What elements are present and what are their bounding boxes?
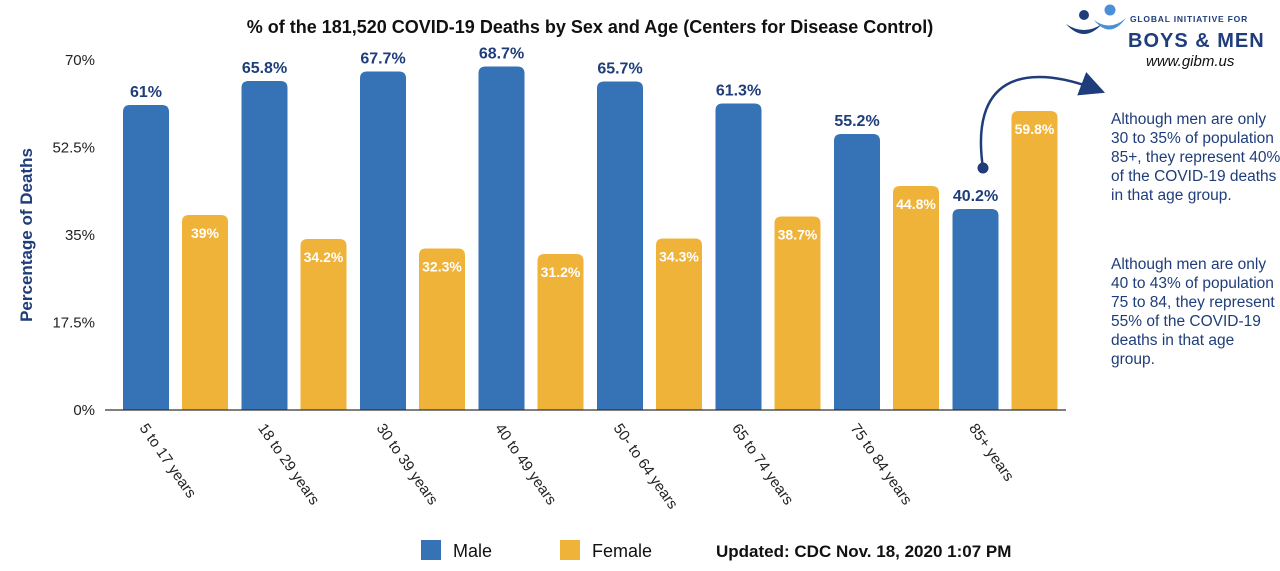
annotation-note-85plus: Although men are only 30 to 35% of popul… bbox=[1111, 111, 1280, 204]
legend-label-female: Female bbox=[592, 541, 652, 561]
data-label-male: 65.8% bbox=[242, 60, 287, 77]
bar-labels: 61% 39% 65.8% 34.2% 67.7% 32.3% 68.7% 31.2% 65.7… bbox=[130, 46, 1055, 281]
legend-swatch-female bbox=[560, 540, 580, 560]
data-label-female: 31.2% bbox=[541, 264, 581, 280]
annotation-dot bbox=[977, 162, 989, 174]
updated-note: Updated: CDC Nov. 18, 2020 1:07 PM bbox=[716, 542, 1011, 561]
y-tick-label: 52.5% bbox=[52, 140, 95, 157]
bar-female bbox=[893, 186, 939, 410]
data-label-male: 67.7% bbox=[360, 51, 405, 68]
bar-female bbox=[774, 216, 821, 410]
bar-female bbox=[300, 239, 347, 410]
x-axis-ticks: 5 to 17 years 18 to 29 years 30 to 39 year… bbox=[136, 421, 1017, 513]
data-label-male: 61.3% bbox=[716, 83, 761, 100]
y-tick-label: 70% bbox=[65, 52, 95, 69]
x-tick-label: 5 to 17 years bbox=[136, 421, 200, 502]
bar-male bbox=[834, 134, 880, 410]
bar-female bbox=[1011, 111, 1058, 410]
logo-line2: BOYS & MEN bbox=[1128, 30, 1265, 52]
data-label-female: 34.2% bbox=[304, 249, 344, 265]
bars bbox=[123, 66, 1058, 410]
legend-label-male: Male bbox=[453, 541, 492, 561]
y-tick-label: 17.5% bbox=[52, 315, 95, 332]
data-label-male: 40.2% bbox=[953, 188, 998, 205]
bar-female bbox=[656, 238, 702, 410]
bar-male bbox=[360, 71, 406, 410]
data-label-female: 44.8% bbox=[896, 196, 936, 212]
logo-figures-icon bbox=[1066, 4, 1126, 34]
bar-male bbox=[952, 209, 999, 410]
data-label-female: 59.8% bbox=[1015, 121, 1055, 137]
bar-male bbox=[241, 81, 288, 410]
x-tick-label: 85+ years bbox=[965, 421, 1017, 485]
data-label-female: 32.3% bbox=[422, 259, 462, 275]
x-tick-label: 75 to 84 years bbox=[847, 421, 915, 509]
x-tick-label: 65 to 74 years bbox=[728, 421, 796, 509]
y-axis-ticks: 0% 17.5% 35% 52.5% 70% bbox=[52, 52, 95, 419]
y-tick-label: 0% bbox=[73, 402, 95, 419]
bar-male bbox=[715, 103, 762, 410]
legend-swatch-male bbox=[421, 540, 441, 560]
chart-title: % of the 181,520 COVID-19 Deaths by Sex … bbox=[247, 17, 934, 37]
x-tick-label: 40 to 49 years bbox=[491, 421, 559, 509]
annotation-arrow bbox=[979, 72, 1106, 169]
x-tick-label: 30 to 39 years bbox=[373, 421, 441, 509]
x-tick-label: 50- to 64 years bbox=[610, 421, 681, 513]
logo-line1: GLOBAL INITIATIVE FOR bbox=[1130, 14, 1248, 24]
data-label-female: 34.3% bbox=[659, 249, 699, 265]
bar-male bbox=[478, 66, 525, 410]
data-label-male: 55.2% bbox=[834, 113, 879, 130]
data-label-male: 61% bbox=[130, 84, 162, 101]
y-axis-label: Percentage of Deaths bbox=[17, 148, 36, 322]
data-label-female: 39% bbox=[191, 225, 220, 241]
logo-url: www.gibm.us bbox=[1146, 53, 1235, 70]
bar-male bbox=[123, 105, 169, 410]
bar-female bbox=[419, 248, 465, 410]
data-label-male: 65.7% bbox=[597, 61, 642, 78]
data-label-female: 38.7% bbox=[778, 227, 818, 243]
y-tick-label: 35% bbox=[65, 227, 95, 244]
bar-female bbox=[537, 254, 584, 410]
x-tick-label: 18 to 29 years bbox=[254, 421, 322, 509]
annotation-note-75-84: Although men are only 40 to 43% of popul… bbox=[1111, 256, 1275, 368]
bar-male bbox=[597, 81, 643, 410]
data-label-male: 68.7% bbox=[479, 46, 524, 63]
bar-female bbox=[182, 215, 228, 410]
gibm-logo: GLOBAL INITIATIVE FOR BOYS & MEN www.gib… bbox=[1066, 4, 1265, 70]
